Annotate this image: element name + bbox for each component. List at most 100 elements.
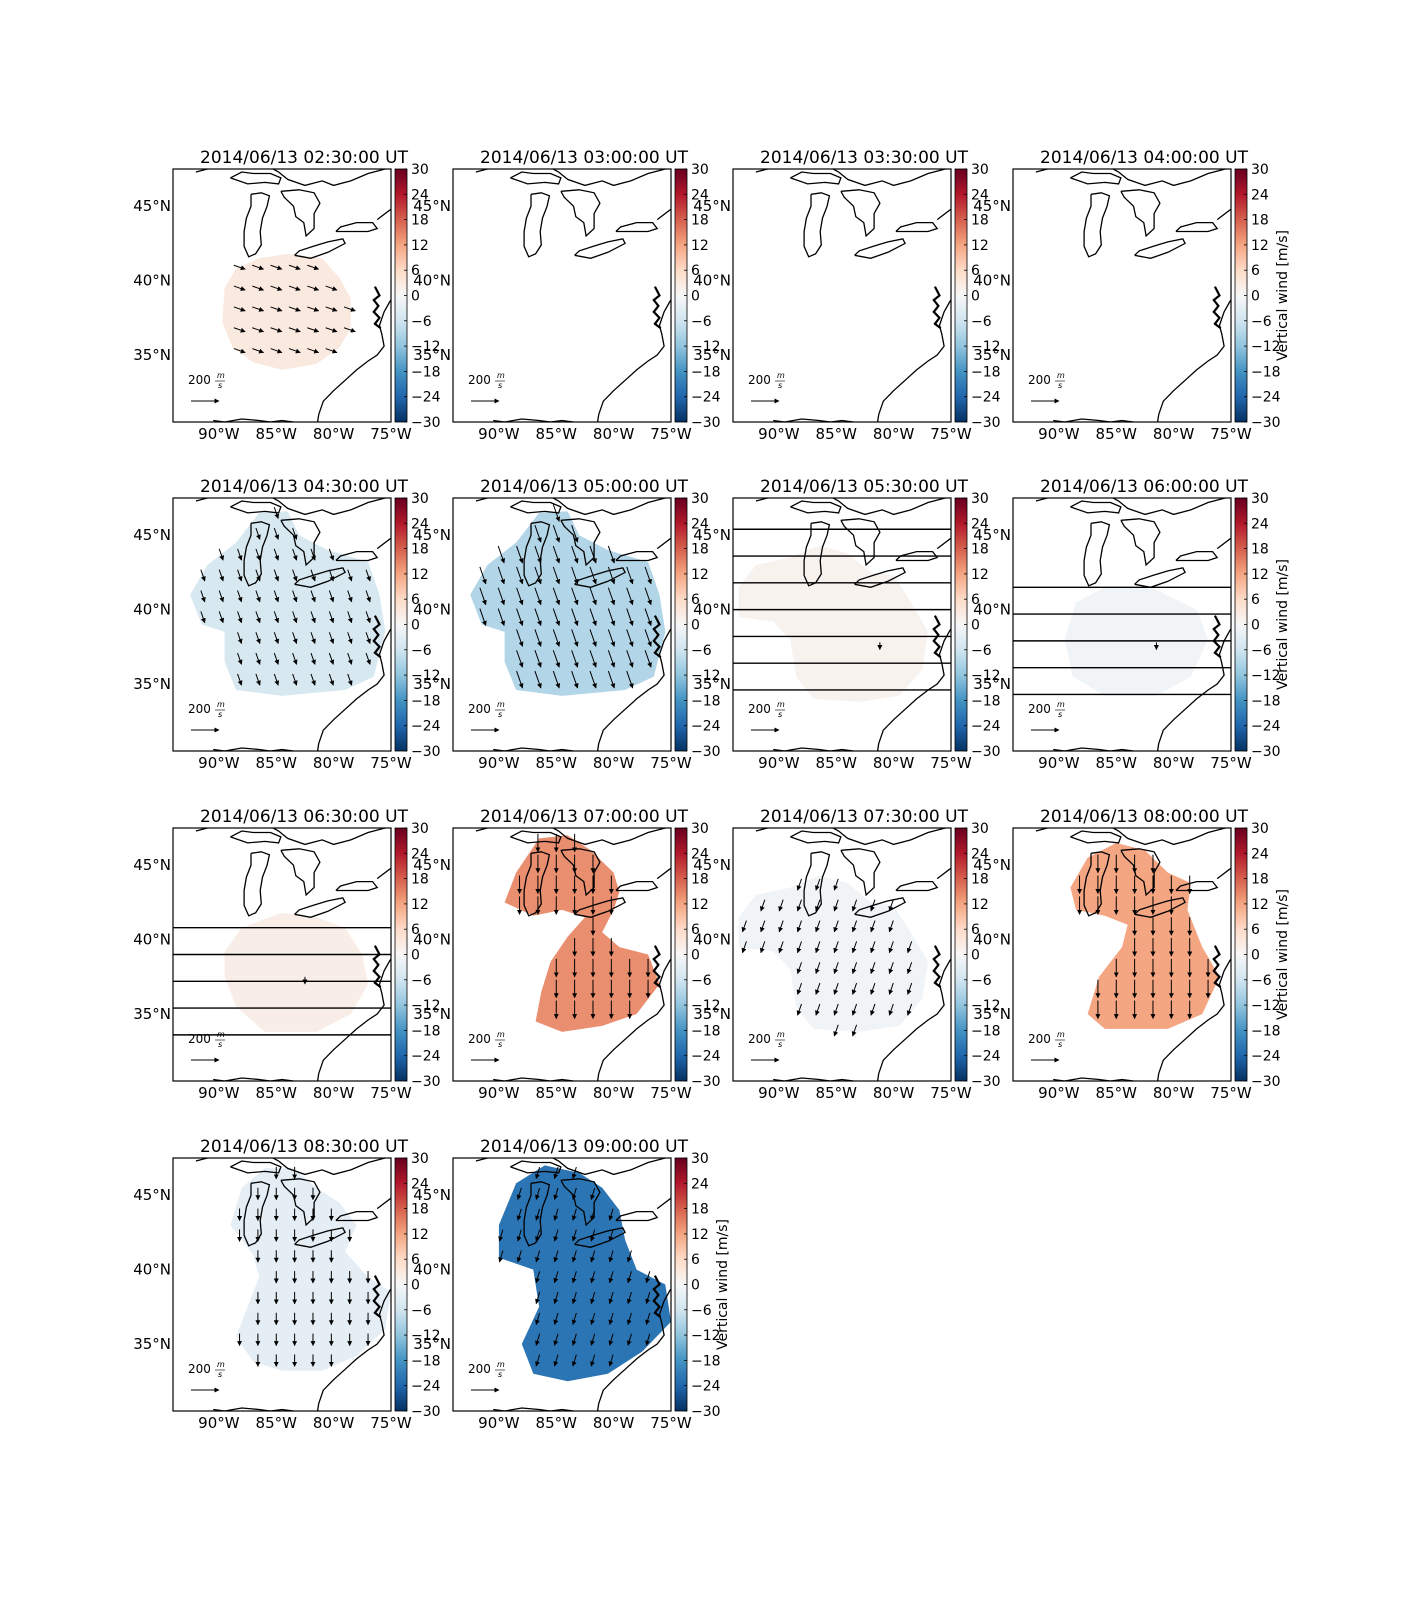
lake-outline	[1070, 830, 1122, 844]
lat-tick-label: 45°N	[693, 197, 731, 215]
colorbar-tick-label: −24	[691, 390, 721, 406]
lon-tick-label: 80°W	[593, 754, 635, 772]
wind-arrow	[328, 632, 335, 645]
reference-vector-label: 200	[188, 373, 211, 387]
colorbar-tick-label: −30	[411, 744, 441, 760]
reference-unit-num: m	[497, 700, 505, 709]
wind-arrow	[571, 629, 579, 647]
wind-arrow	[237, 652, 243, 665]
lat-tick-label: 45°N	[413, 1186, 451, 1204]
wind-arrow	[590, 1187, 596, 1200]
colorbar-tick-label: −24	[411, 1379, 441, 1395]
wind-arrow	[607, 650, 616, 668]
wind-arrow	[796, 878, 803, 891]
colorbar-tick-label: −12	[691, 668, 721, 684]
wind-arrow	[233, 348, 246, 354]
reference-unit-den: s	[498, 381, 502, 390]
wind-arrow	[535, 1354, 541, 1367]
wind-arrow	[535, 1312, 541, 1325]
wind-arrow	[553, 1271, 559, 1284]
wind-arrow	[571, 1333, 577, 1346]
wind-arrow	[273, 611, 280, 624]
wind-arrow	[833, 899, 839, 912]
lake-outline	[1216, 867, 1231, 880]
chesapeake-bay	[1212, 286, 1222, 330]
colorbar-tick-label: −30	[411, 1404, 441, 1420]
wind-arrow	[851, 1024, 858, 1037]
wind-arrow	[590, 1208, 596, 1221]
wind-arrow	[534, 629, 542, 647]
colorbar-tick-label: 18	[691, 213, 709, 229]
lake-outline	[376, 867, 391, 880]
map-frame	[452, 168, 672, 423]
wind-arrow	[347, 590, 353, 603]
wind-arrow	[237, 611, 243, 624]
lat-tick-label: 35°N	[973, 1005, 1011, 1023]
wind-arrow	[552, 545, 561, 564]
wind-arrow	[498, 1229, 504, 1242]
lake-outline	[230, 830, 282, 844]
lat-tick-label: 40°N	[693, 601, 731, 619]
panel-6: 2014/06/13 05:00:00 UT 200 ms 90°W 85°W 80°W…	[413, 477, 720, 772]
lon-tick-label: 85°W	[256, 1414, 298, 1432]
panel-title: 2014/06/13 07:00:00 UT	[480, 807, 689, 827]
lat-tick-label: 45°N	[133, 1186, 171, 1204]
wind-arrow	[534, 608, 542, 627]
wind-arrow	[589, 608, 597, 627]
lon-tick-label: 75°W	[370, 1084, 412, 1102]
wind-arrow	[778, 941, 784, 954]
lat-tick-label: 45°N	[973, 856, 1011, 874]
wind-arrow	[553, 1333, 559, 1346]
chesapeake-bay	[372, 615, 382, 659]
lake-outline	[376, 537, 391, 550]
lake-outline	[615, 550, 659, 562]
wind-arrow	[233, 285, 246, 291]
lake-outline	[656, 537, 671, 550]
reference-unit-den: s	[498, 1370, 502, 1379]
lake-outline	[895, 880, 939, 892]
wind-region	[504, 835, 660, 1032]
wind-arrow	[851, 962, 858, 975]
lake-outline	[280, 189, 321, 238]
wind-arrow	[288, 327, 301, 333]
wind-arrow	[815, 1003, 821, 1016]
wind-arrow	[310, 632, 316, 645]
wind-arrow	[815, 920, 821, 933]
colorbar-tick-label: −18	[691, 1353, 721, 1369]
colorbar-tick-label: 24	[1251, 516, 1269, 532]
colorbar-tick-label: 24	[411, 187, 429, 203]
reference-unit-den: s	[1058, 710, 1062, 719]
wind-arrow	[571, 650, 579, 668]
wind-arrow	[218, 548, 225, 561]
lat-tick-label: 35°N	[133, 1335, 171, 1353]
colorbar-label: Vertical wind [m/s]	[1275, 889, 1291, 1020]
lon-tick-label: 80°W	[1153, 425, 1195, 443]
wind-arrow	[833, 920, 839, 933]
wind-arrow	[571, 608, 579, 627]
chesapeake-bay	[932, 945, 942, 989]
lat-tick-label: 35°N	[693, 1005, 731, 1023]
colorbar-tick-label: 30	[1251, 491, 1269, 507]
lake-outline	[574, 897, 626, 918]
wind-arrow	[741, 941, 747, 954]
wind-arrow	[233, 306, 246, 312]
lon-tick-label: 80°W	[313, 754, 355, 772]
lake-outline	[790, 171, 842, 185]
chesapeake-bay	[652, 945, 662, 989]
reference-unit-den: s	[498, 1040, 502, 1049]
colorbar-tick-label: −6	[1251, 643, 1272, 659]
colorbar-tick-label: −30	[691, 744, 721, 760]
lat-tick-label: 35°N	[413, 1335, 451, 1353]
wind-arrow	[310, 548, 316, 561]
lake-outline	[574, 238, 626, 259]
wind-arrow	[571, 1312, 577, 1325]
lon-tick-label: 75°W	[370, 1414, 412, 1432]
lat-tick-label: 40°N	[973, 272, 1011, 290]
reference-unit-num: m	[217, 371, 225, 380]
coastline	[213, 418, 294, 422]
wind-arrow	[307, 327, 320, 333]
wind-arrow	[553, 1187, 559, 1200]
colorbar-tick-label: 24	[1251, 187, 1269, 203]
coastline	[773, 418, 854, 422]
colorbar-tick-label: 18	[411, 213, 429, 229]
